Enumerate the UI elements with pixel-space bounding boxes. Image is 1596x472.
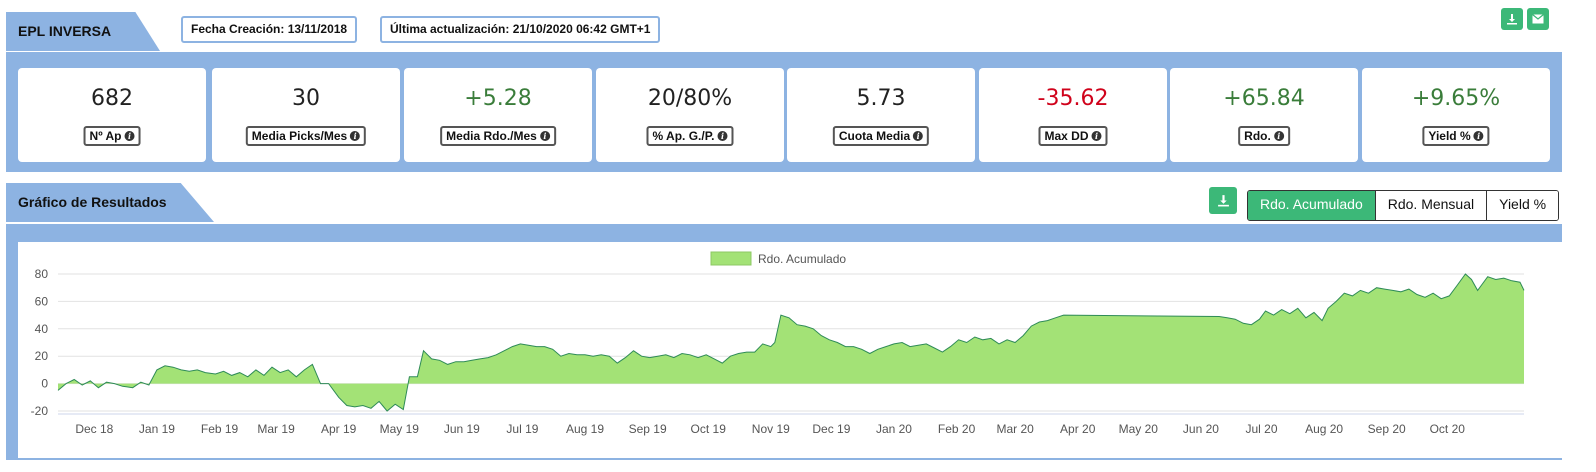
last-update-badge: Última actualización: 21/10/2020 06:42 G… bbox=[380, 16, 661, 43]
page-title: EPL INVERSA bbox=[6, 12, 160, 51]
chart-section-title: Gráfico de Resultados bbox=[6, 183, 214, 222]
stat-label[interactable]: Rdo. i bbox=[1238, 126, 1290, 146]
chart-download-button[interactable] bbox=[1209, 187, 1237, 214]
x-tick-label: Mar 19 bbox=[257, 422, 295, 436]
y-tick-label: 60 bbox=[35, 294, 49, 308]
legend-label[interactable]: Rdo. Acumulado bbox=[758, 252, 846, 266]
stat-label-text: Max DD bbox=[1044, 129, 1089, 143]
x-tick-label: Jun 20 bbox=[1183, 422, 1219, 436]
x-tick-label: Dec 18 bbox=[75, 422, 113, 436]
x-tick-label: Oct 19 bbox=[691, 422, 727, 436]
stat-value: +9.65% bbox=[1411, 86, 1501, 111]
stat-card: -35.62 Max DD i bbox=[979, 68, 1167, 162]
x-tick-label: Jan 19 bbox=[139, 422, 175, 436]
download-icon bbox=[1507, 14, 1517, 25]
stat-value: -35.62 bbox=[1037, 86, 1109, 111]
stat-label-text: Cuota Media bbox=[838, 129, 911, 143]
series-line bbox=[57, 273, 1525, 412]
stat-card: 5.73 Cuota Media i bbox=[787, 68, 975, 162]
stat-value: +5.28 bbox=[464, 86, 532, 111]
stat-label-text: Media Rdo./Mes bbox=[446, 129, 537, 143]
download-icon bbox=[1217, 195, 1229, 207]
stat-card: 20/80% % Ap. G./P. i bbox=[596, 68, 784, 162]
info-icon[interactable]: i bbox=[1273, 131, 1284, 141]
x-tick-label: Sep 20 bbox=[1368, 422, 1406, 436]
stat-value: 682 bbox=[91, 86, 133, 111]
x-tick-label: May 19 bbox=[380, 422, 420, 436]
stat-card: +9.65% Yield % i bbox=[1362, 68, 1550, 162]
x-tick-label: May 20 bbox=[1119, 422, 1159, 436]
x-tick-label: Jan 20 bbox=[876, 422, 912, 436]
y-tick-label: 0 bbox=[41, 377, 48, 391]
x-tick-label: Feb 19 bbox=[201, 422, 239, 436]
stat-label[interactable]: Cuota Media i bbox=[832, 126, 930, 146]
email-button[interactable] bbox=[1527, 8, 1549, 30]
stat-value: 30 bbox=[292, 86, 320, 111]
info-icon[interactable]: i bbox=[350, 131, 361, 141]
stat-value: 20/80% bbox=[647, 86, 733, 111]
x-tick-label: Mar 20 bbox=[996, 422, 1034, 436]
stat-card: +65.84 Rdo. i bbox=[1170, 68, 1358, 162]
tab-rdo-acumulado[interactable]: Rdo. Acumulado bbox=[1248, 191, 1375, 220]
stat-label[interactable]: Media Rdo./Mes i bbox=[440, 126, 556, 146]
stat-label[interactable]: % Ap. G./P. i bbox=[646, 126, 734, 146]
x-tick-label: Feb 20 bbox=[938, 422, 976, 436]
info-icon[interactable]: i bbox=[1473, 131, 1484, 141]
y-tick-label: 20 bbox=[35, 349, 49, 363]
stat-label[interactable]: Yield % i bbox=[1422, 126, 1490, 146]
x-tick-label: Oct 20 bbox=[1430, 422, 1466, 436]
results-chart-svg: -20 0 20 40 60 80 Dec 18 Jan 19 Feb 19 Mar 19 Apr … bbox=[31, 251, 1525, 436]
x-tick-label: Apr 19 bbox=[321, 422, 357, 436]
x-tick-label: Aug 19 bbox=[566, 422, 604, 436]
results-chart: -20 0 20 40 60 80 Dec 18 Jan 19 Feb 19 Mar 19 Apr … bbox=[18, 242, 1562, 458]
info-icon[interactable]: i bbox=[913, 131, 924, 141]
stat-value: 5.73 bbox=[856, 86, 906, 111]
stat-label-text: Yield % bbox=[1428, 129, 1471, 143]
y-tick-label: 40 bbox=[35, 322, 49, 336]
envelope-icon bbox=[1532, 14, 1544, 24]
x-tick-label: Dec 19 bbox=[812, 422, 850, 436]
download-button[interactable] bbox=[1501, 8, 1523, 30]
x-tick-label: Jun 19 bbox=[444, 422, 480, 436]
x-tick-label: Nov 19 bbox=[752, 422, 790, 436]
info-icon[interactable]: i bbox=[124, 131, 135, 141]
chart-mode-tabs: Rdo. Acumulado Rdo. Mensual Yield % bbox=[1247, 190, 1560, 221]
stat-label[interactable]: Media Picks/Mes i bbox=[245, 126, 367, 146]
x-tick-label: Jul 19 bbox=[506, 422, 538, 436]
info-icon[interactable]: i bbox=[539, 131, 550, 141]
stat-label-text: % Ap. G./P. bbox=[652, 129, 715, 143]
stat-card: +5.28 Media Rdo./Mes i bbox=[404, 68, 592, 162]
stat-label-text: Nº Ap bbox=[89, 129, 122, 143]
tab-rdo-mensual[interactable]: Rdo. Mensual bbox=[1374, 191, 1487, 220]
x-tick-label: Apr 20 bbox=[1060, 422, 1096, 436]
x-tick-label: Aug 20 bbox=[1305, 422, 1343, 436]
y-tick-label: 80 bbox=[35, 267, 49, 281]
legend-swatch[interactable] bbox=[710, 251, 752, 266]
stat-card: 682 Nº Ap i bbox=[18, 68, 206, 162]
creation-date-badge: Fecha Creación: 13/11/2018 bbox=[181, 16, 358, 43]
x-tick-label: Sep 19 bbox=[629, 422, 667, 436]
info-icon[interactable]: i bbox=[717, 131, 728, 141]
series-area bbox=[58, 274, 1524, 411]
stat-card: 30 Media Picks/Mes i bbox=[212, 68, 400, 162]
stat-label-text: Rdo. bbox=[1244, 129, 1271, 143]
stat-value: +65.84 bbox=[1223, 86, 1305, 111]
stat-label[interactable]: Max DD i bbox=[1038, 126, 1108, 146]
x-tick-label: Jul 20 bbox=[1245, 422, 1277, 436]
y-tick-label: -20 bbox=[31, 404, 49, 418]
stat-label[interactable]: Nº Ap i bbox=[83, 126, 141, 146]
tab-yield[interactable]: Yield % bbox=[1486, 191, 1559, 220]
info-icon[interactable]: i bbox=[1091, 131, 1102, 141]
stat-label-text: Media Picks/Mes bbox=[251, 129, 348, 143]
